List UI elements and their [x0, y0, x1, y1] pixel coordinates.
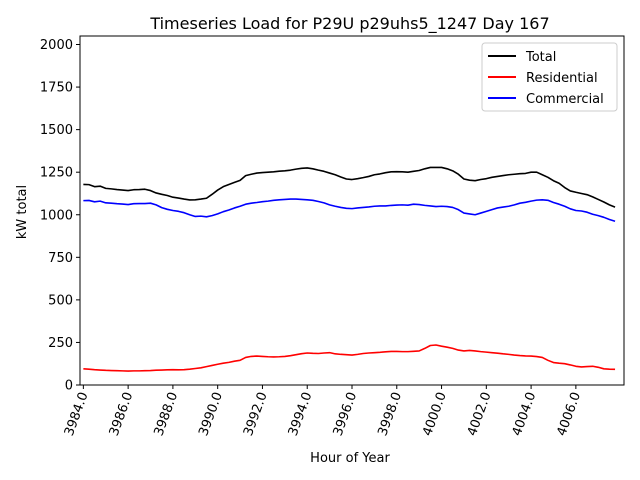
- series-line-commercial: [83, 198, 616, 222]
- y-axis-label: kW total: [15, 185, 30, 239]
- y-tick-label: 250: [48, 336, 73, 351]
- legend-label-commercial: Commercial: [526, 92, 604, 107]
- series-lines: [83, 166, 616, 372]
- legend-box: [481, 42, 618, 112]
- x-axis-label: Hour of Year: [310, 451, 390, 466]
- y-tick-label: 1750: [40, 81, 73, 96]
- y-tick-label: 500: [48, 293, 73, 308]
- series-line-residential: [83, 344, 616, 372]
- legend-label-total: Total: [525, 50, 556, 65]
- y-tick-label: 1500: [40, 123, 73, 138]
- y-tick-label: 750: [48, 251, 73, 266]
- chart-title: Timeseries Load for P29U p29uhs5_1247 Da…: [149, 14, 549, 34]
- chart-legend: Total Residential Commercial: [481, 42, 618, 112]
- y-tick-label: 2000: [40, 38, 73, 53]
- y-axis-ticks: 0 250 500 750 1000 1250 1500 1750 2000: [40, 38, 80, 394]
- series-line-total: [83, 166, 616, 208]
- y-tick-label: 1250: [40, 166, 73, 181]
- y-tick-label: 1000: [40, 208, 73, 223]
- legend-label-residential: Residential: [526, 71, 598, 86]
- y-tick-label: 0: [65, 379, 73, 394]
